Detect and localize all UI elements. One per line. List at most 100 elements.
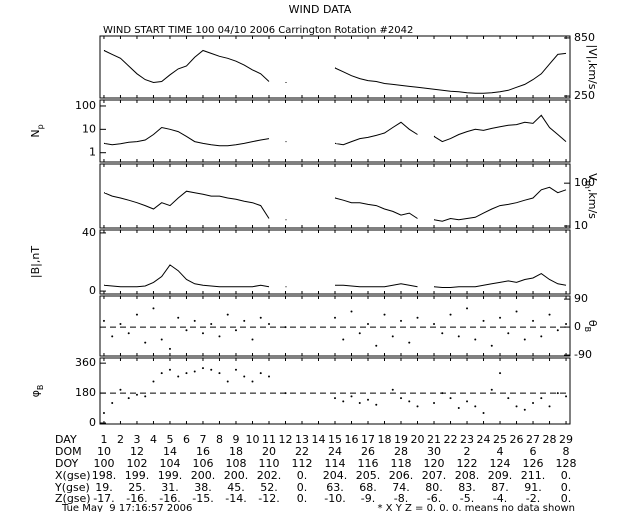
data-point (523, 338, 526, 341)
table-cell: 12 (278, 433, 292, 446)
table-cell: 5 (166, 433, 173, 446)
data-point (243, 319, 246, 322)
y-tick-label: 180 (75, 386, 96, 399)
data-point (391, 388, 394, 391)
table-cell: -6. (427, 492, 441, 505)
table-cell: 104 (159, 457, 180, 470)
data-point (177, 375, 180, 378)
table-cell: 0. (297, 469, 308, 482)
table-cell: 209. (488, 469, 513, 482)
data-point (548, 405, 551, 408)
data-point (466, 307, 469, 310)
table-cell: 31. (161, 481, 179, 494)
table-cell: 1 (100, 433, 107, 446)
table-cell: 10 (245, 433, 259, 446)
data-line (103, 264, 567, 288)
y-tick-label: 0 (89, 284, 96, 297)
data-point (416, 316, 419, 319)
table-cell: 6 (530, 445, 537, 458)
y-tick-label: 10 (82, 122, 96, 135)
data-point (226, 313, 229, 316)
table-cell: 208. (455, 469, 480, 482)
data-point (127, 397, 130, 400)
data-point (334, 397, 336, 400)
data-line (103, 49, 567, 94)
table-cell: 16 (196, 445, 210, 458)
data-point (474, 338, 477, 341)
table-cell: 23 (460, 433, 474, 446)
data-point (334, 316, 336, 319)
table-cell: 68. (359, 481, 377, 494)
table-cell: 28 (543, 433, 557, 446)
table-cell: 16 (345, 433, 359, 446)
table-cell: 112 (291, 457, 312, 470)
table-cell: 206. (389, 469, 414, 482)
table-cell: 45. (227, 481, 245, 494)
data-point (127, 332, 130, 335)
row-label: Y(gse) (54, 481, 90, 494)
data-point (416, 405, 419, 408)
data-point (251, 380, 254, 383)
table-cell: 0. (297, 492, 308, 505)
table-cell: 0. (297, 481, 308, 494)
table-cell: -4. (493, 492, 507, 505)
data-point (177, 316, 180, 319)
data-point (548, 313, 551, 316)
table-cell: 2 (464, 445, 471, 458)
table-cell: 110 (258, 457, 279, 470)
y-axis-label-part: |V|,km/s (586, 45, 599, 90)
table-cell: 10 (97, 445, 111, 458)
data-point (499, 372, 502, 375)
data-point (267, 375, 270, 378)
table-cell: 108 (225, 457, 246, 470)
data-point (251, 338, 254, 341)
y-tick-label: 0 (574, 320, 581, 333)
table-cell: -5. (460, 492, 474, 505)
y-axis-label-part: θ (586, 320, 599, 327)
table-cell: 9 (232, 433, 239, 446)
data-point (408, 341, 411, 344)
table-cell: 25 (493, 433, 507, 446)
table-cell: 120 (424, 457, 445, 470)
y-axis-label-part: B (583, 327, 592, 333)
data-point (490, 388, 493, 391)
data-point (350, 310, 353, 313)
data-point (185, 329, 188, 332)
table-cell: -12. (258, 492, 279, 505)
data-point (259, 372, 262, 375)
table-cell: 124 (490, 457, 511, 470)
table-cell: 20 (411, 433, 425, 446)
table-cell: 211. (521, 469, 546, 482)
table-cell: 52. (260, 481, 278, 494)
table-cell: 13 (295, 433, 309, 446)
y-axis-label: |V|,km/s (586, 45, 599, 90)
table-cell: -16. (159, 492, 180, 505)
table-cell: 26 (361, 445, 375, 458)
data-point (433, 402, 436, 405)
data-point (441, 332, 444, 335)
footer-date: Tue May 9 17:16:57 2006 (61, 503, 192, 512)
data-point (482, 412, 485, 415)
table-cell: 102 (126, 457, 147, 470)
footer-note: * X Y Z = 0. 0. 0. means no data shown (377, 503, 575, 512)
chart-subtitle: WIND START TIME 100 04/10 2006 Carringto… (103, 25, 413, 36)
table-cell: 202. (257, 469, 282, 482)
table-cell: 114 (325, 457, 346, 470)
data-point (532, 402, 535, 405)
table-cell: 21 (427, 433, 441, 446)
y-tick-label: 1 (89, 146, 96, 159)
table-cell: -2. (526, 492, 540, 505)
table-cell: 28 (394, 445, 408, 458)
y-tick-label: -90 (574, 348, 592, 361)
table-cell: 4 (150, 433, 157, 446)
data-point (523, 408, 526, 411)
data-point (457, 335, 460, 338)
data-point (565, 322, 568, 325)
y-axis-label: θB (583, 320, 599, 332)
data-point (152, 380, 155, 383)
table-cell: 27 (526, 433, 540, 446)
data-point (168, 347, 171, 350)
data-point (267, 322, 270, 325)
table-cell: 100 (93, 457, 114, 470)
